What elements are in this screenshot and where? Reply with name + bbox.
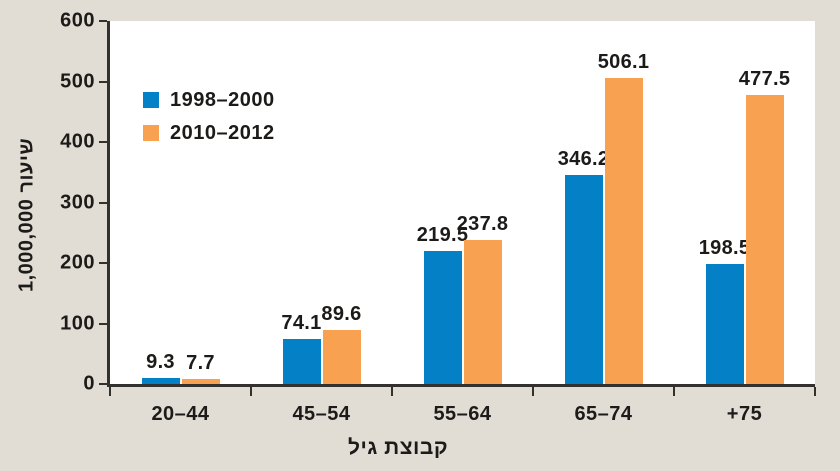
y-tick-mark <box>99 80 107 83</box>
x-axis-title: קבוצת גיל <box>347 436 449 459</box>
plot-area <box>110 21 815 384</box>
y-axis-title: שיעור 1,000,000 <box>15 137 38 293</box>
bar-series1 <box>282 339 321 384</box>
bar-value-label: 198.5 <box>698 236 751 259</box>
bar-value-label: 219.5 <box>416 224 469 247</box>
x-tick-mark <box>250 387 252 396</box>
legend: 1998–2000 2010–2012 <box>143 90 275 143</box>
x-tick-mark <box>391 387 393 396</box>
bar-value-label: 237.8 <box>456 213 509 236</box>
bar-series1 <box>141 378 180 384</box>
bar-value-label: 7.7 <box>186 352 215 375</box>
bar-series2 <box>463 240 502 384</box>
legend-label-1998-2000: 1998–2000 <box>170 89 275 111</box>
bar-value-label: 74.1 <box>281 312 322 335</box>
legend-item-1998-2000: 1998–2000 <box>143 90 275 110</box>
x-category-label: +75 <box>726 403 763 425</box>
y-tick-label: 300 <box>60 191 95 213</box>
x-category-label: 55–64 <box>433 403 492 425</box>
legend-label-2010-2012: 2010–2012 <box>170 122 275 144</box>
x-axis-line <box>107 384 815 387</box>
y-tick-mark <box>99 383 107 385</box>
legend-swatch-orange <box>143 125 159 141</box>
y-tick-mark <box>99 201 107 204</box>
legend-item-2010-2012: 2010–2012 <box>143 123 275 143</box>
y-tick-label: 200 <box>60 251 95 274</box>
y-tick-mark <box>99 322 107 325</box>
x-tick-mark <box>673 387 675 396</box>
x-category-label: 65–74 <box>574 403 633 425</box>
y-tick-label: 500 <box>60 70 95 92</box>
bar-value-label: 506.1 <box>597 50 650 73</box>
y-tick-mark <box>99 141 107 143</box>
y-tick-mark <box>99 20 107 22</box>
y-tick-label: 600 <box>60 9 95 32</box>
bar-series2 <box>322 329 361 384</box>
bar-series1 <box>705 263 744 384</box>
bar-value-label: 346.2 <box>557 147 610 170</box>
y-tick-label: 0 <box>83 372 95 395</box>
bar-series1 <box>423 251 462 384</box>
x-tick-mark <box>532 387 534 396</box>
bar-value-label: 477.5 <box>738 68 791 91</box>
y-tick-mark <box>99 262 107 264</box>
x-category-label: 20–44 <box>151 403 210 425</box>
bar-value-label: 89.6 <box>321 302 362 325</box>
y-axis-line <box>107 21 110 387</box>
x-tick-mark <box>814 387 816 396</box>
bar-series2 <box>181 379 220 384</box>
x-category-label: 45–54 <box>292 403 351 425</box>
bar-series2 <box>604 77 643 384</box>
y-tick-label: 400 <box>60 130 95 153</box>
x-tick-mark <box>109 387 111 396</box>
bar-series2 <box>745 95 784 384</box>
bar-series1 <box>564 174 603 384</box>
legend-swatch-blue <box>143 92 159 108</box>
bar-value-label: 9.3 <box>146 351 175 374</box>
y-tick-label: 100 <box>60 312 95 334</box>
